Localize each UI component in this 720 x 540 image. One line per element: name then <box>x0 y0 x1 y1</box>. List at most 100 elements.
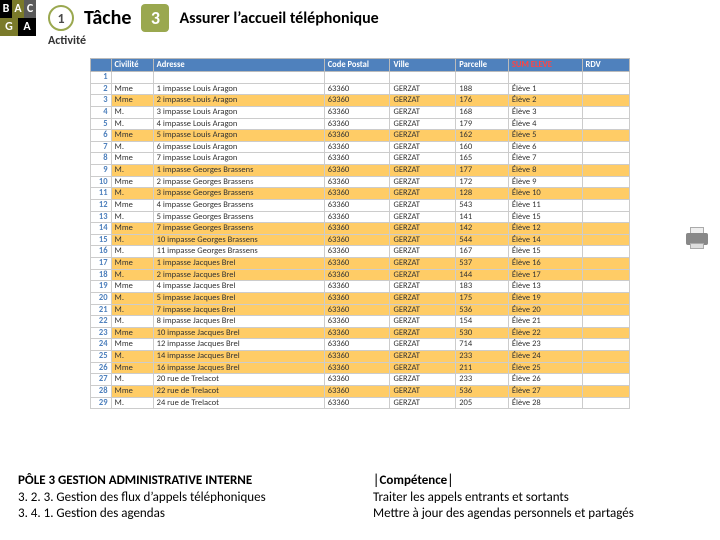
cell-cp: 63360 <box>324 141 390 153</box>
table-row: 20M.5 impasse Jacques Brel63360GERZAT175… <box>91 292 630 304</box>
cell-ville: GERZAT <box>390 211 456 223</box>
cell-ville: GERZAT <box>390 153 456 165</box>
task-title: Assurer l’accueil téléphonique <box>179 9 378 28</box>
row-index: 5 <box>91 118 112 130</box>
col-parcelle: Parcelle <box>456 59 509 72</box>
cell-parcelle: 172 <box>456 176 509 188</box>
cell-cp: 63360 <box>324 118 390 130</box>
cell-parcelle: 205 <box>456 397 509 409</box>
row-index: 23 <box>91 327 112 339</box>
cell-parcelle: 183 <box>456 281 509 293</box>
cell-adresse: 1 impasse Georges Brassens <box>153 165 324 177</box>
row-index: 21 <box>91 304 112 316</box>
cell-rdv <box>582 83 629 95</box>
cell-cp: 63360 <box>324 316 390 328</box>
cell-parcelle: 141 <box>456 211 509 223</box>
cell-adresse: 1 impasse Louis Aragon <box>153 83 324 95</box>
cell-cp: 63360 <box>324 234 390 246</box>
cell-ville: GERZAT <box>390 95 456 107</box>
cell-rdv <box>582 374 629 386</box>
row-index: 11 <box>91 188 112 200</box>
cell-adresse: 20 rue de Trelacot <box>153 374 324 386</box>
cell-adresse: 2 impasse Louis Aragon <box>153 95 324 107</box>
cell-cp: 63360 <box>324 83 390 95</box>
row-index: 3 <box>91 95 112 107</box>
cell-eleve <box>508 72 582 84</box>
competence-title: │Compétence│ <box>373 473 708 489</box>
competence-line-2: Mettre à jour des agendas personnels et … <box>373 506 708 522</box>
cell-eleve: Élève 15 <box>508 211 582 223</box>
cell-ville: GERZAT <box>390 223 456 235</box>
cell-parcelle: 177 <box>456 165 509 177</box>
cell-parcelle: 142 <box>456 223 509 235</box>
cell-civilite: M. <box>111 292 153 304</box>
row-index: 1 <box>91 72 112 84</box>
cell-rdv <box>582 165 629 177</box>
cell-adresse: 14 impasse Jacques Brel <box>153 351 324 363</box>
cell-adresse: 4 impasse Jacques Brel <box>153 281 324 293</box>
cell-ville: GERZAT <box>390 397 456 409</box>
cell-civilite: M. <box>111 246 153 258</box>
cell-ville: GERZAT <box>390 234 456 246</box>
cell-cp: 63360 <box>324 292 390 304</box>
cell-eleve: Élève 5 <box>508 130 582 142</box>
cell-eleve: Élève 20 <box>508 304 582 316</box>
activite-label: Activité <box>48 34 86 48</box>
cell-rdv <box>582 188 629 200</box>
row-index: 14 <box>91 223 112 235</box>
cell-cp: 63360 <box>324 176 390 188</box>
cell-adresse: 5 impasse Louis Aragon <box>153 130 324 142</box>
cell-rdv <box>582 118 629 130</box>
printer-icon[interactable] <box>684 225 710 251</box>
cell-parcelle: 537 <box>456 258 509 270</box>
row-index: 18 <box>91 269 112 281</box>
cell-civilite: Mme <box>111 130 153 142</box>
cell-eleve: Élève 8 <box>508 165 582 177</box>
cell-civilite: M. <box>111 374 153 386</box>
cell-rdv <box>582 385 629 397</box>
cell-parcelle: 165 <box>456 153 509 165</box>
cell-parcelle: 233 <box>456 351 509 363</box>
cell-civilite: Mme <box>111 153 153 165</box>
cell-ville: GERZAT <box>390 130 456 142</box>
cell-ville: GERZAT <box>390 176 456 188</box>
cell-eleve: Élève 22 <box>508 327 582 339</box>
cell-rdv <box>582 106 629 118</box>
cell-eleve: Élève 9 <box>508 176 582 188</box>
cell-ville: GERZAT <box>390 199 456 211</box>
row-index: 15 <box>91 234 112 246</box>
cell-ville: GERZAT <box>390 118 456 130</box>
cell-ville: GERZAT <box>390 83 456 95</box>
table-row: 8Mme7 impasse Louis Aragon63360GERZAT165… <box>91 153 630 165</box>
cell-cp: 63360 <box>324 246 390 258</box>
cell-eleve: Élève 15 <box>508 246 582 258</box>
row-index: 27 <box>91 374 112 386</box>
cell-ville: GERZAT <box>390 141 456 153</box>
cell-rdv <box>582 258 629 270</box>
table-row: 7M.6 impasse Louis Aragon63360GERZAT160É… <box>91 141 630 153</box>
table-row: 13M.5 impasse Georges Brassens63360GERZA… <box>91 211 630 223</box>
cell-civilite: Mme <box>111 281 153 293</box>
cell-civilite: M. <box>111 165 153 177</box>
cell-parcelle: 188 <box>456 83 509 95</box>
cell-adresse: 10 impasse Georges Brassens <box>153 234 324 246</box>
cell-parcelle: 233 <box>456 374 509 386</box>
cell-rdv <box>582 72 629 84</box>
cell-civilite: Mme <box>111 223 153 235</box>
row-index: 10 <box>91 176 112 188</box>
row-index: 8 <box>91 153 112 165</box>
cell-rdv <box>582 223 629 235</box>
cell-ville: GERZAT <box>390 351 456 363</box>
contacts-table: Civilité Adresse Code Postal Ville Parce… <box>90 58 630 409</box>
cell-rdv <box>582 351 629 363</box>
table-row: 1 <box>91 72 630 84</box>
col-civilite: Civilité <box>111 59 153 72</box>
cell-parcelle: 211 <box>456 362 509 374</box>
cell-cp: 63360 <box>324 339 390 351</box>
cell-parcelle: 714 <box>456 339 509 351</box>
table-body: 12Mme1 impasse Louis Aragon63360GERZAT18… <box>91 72 630 409</box>
cell-cp: 63360 <box>324 269 390 281</box>
cell-eleve: Élève 17 <box>508 269 582 281</box>
cell-eleve: Élève 27 <box>508 385 582 397</box>
cell-rdv <box>582 130 629 142</box>
